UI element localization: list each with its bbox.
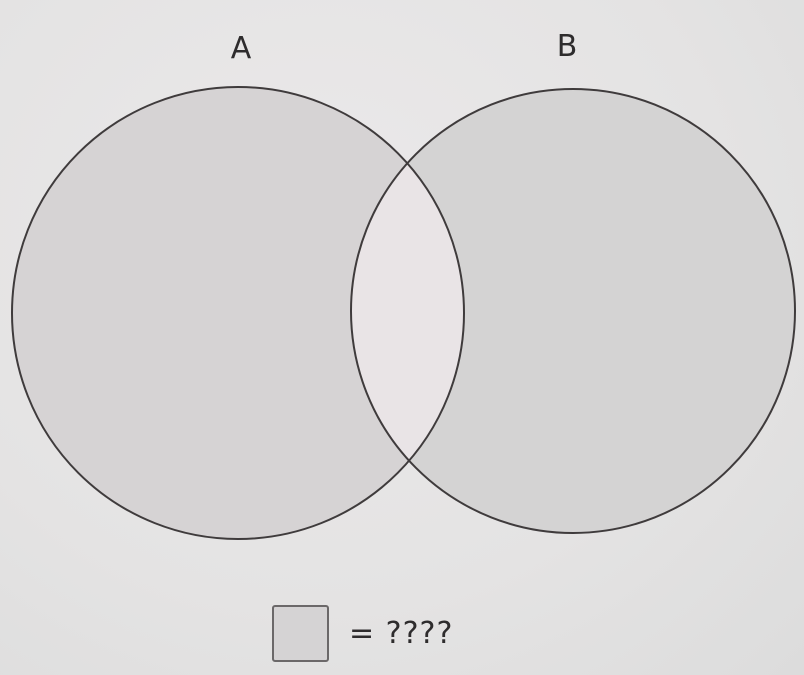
set-a-region (12, 87, 464, 539)
legend-text: = ???? (349, 615, 454, 651)
set-b-label: B (557, 29, 578, 64)
set-a-outline (11, 86, 465, 540)
set-b-region (351, 89, 795, 533)
legend-swatch (272, 604, 329, 662)
legend: = ???? (272, 600, 453, 666)
set-b-outline (350, 88, 796, 534)
set-a-label: A (231, 31, 252, 66)
